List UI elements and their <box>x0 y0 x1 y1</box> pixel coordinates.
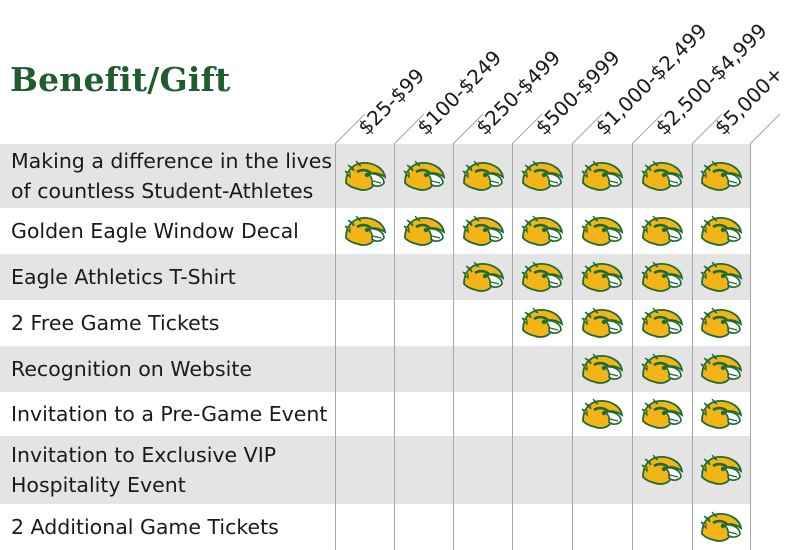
benefit-label: Making a difference in the lives <box>11 149 333 173</box>
golden-eagle-icon <box>580 260 624 294</box>
benefit-row: 2 Free Game Tickets <box>0 300 750 346</box>
golden-eagle-icon <box>699 510 743 544</box>
golden-eagle-icon <box>640 352 684 386</box>
golden-eagle-icon <box>640 260 684 294</box>
column-divider <box>394 144 395 550</box>
golden-eagle-icon <box>699 260 743 294</box>
golden-eagle-icon <box>640 397 684 431</box>
header-divider <box>334 113 366 145</box>
benefit-row: Recognition on Website <box>0 346 750 392</box>
golden-eagle-icon <box>520 306 564 340</box>
golden-eagle-icon <box>699 159 743 193</box>
golden-eagle-icon <box>343 214 387 248</box>
golden-eagle-icon <box>699 306 743 340</box>
header-divider <box>393 113 425 145</box>
benefit-label: Eagle Athletics T-Shirt <box>11 265 236 289</box>
tier-header: $25-$99$100-$249$250-$499$500-$999$1,000… <box>334 18 788 145</box>
header-divider <box>511 113 543 145</box>
benefit-row: Invitation to a Pre-Game Event <box>0 392 750 436</box>
benefit-label: 2 Free Game Tickets <box>11 311 220 335</box>
golden-eagle-icon <box>699 397 743 431</box>
benefit-label: Invitation to a Pre-Game Event <box>11 402 328 426</box>
golden-eagle-icon <box>640 159 684 193</box>
golden-eagle-icon <box>699 453 743 487</box>
benefit-row: Eagle Athletics T-Shirt <box>0 254 750 300</box>
golden-eagle-icon <box>640 214 684 248</box>
benefit-row: Making a difference in the lives of count… <box>0 144 750 208</box>
golden-eagle-icon <box>461 159 505 193</box>
column-divider <box>512 144 513 550</box>
header-divider <box>631 113 663 145</box>
column-divider <box>335 144 336 550</box>
page-title: Benefit/Gift <box>10 60 231 99</box>
golden-eagle-icon <box>580 214 624 248</box>
golden-eagle-icon <box>461 214 505 248</box>
golden-eagle-icon <box>580 352 624 386</box>
benefit-label: Recognition on Website <box>11 357 253 381</box>
golden-eagle-icon <box>640 306 684 340</box>
golden-eagle-icon <box>580 306 624 340</box>
golden-eagle-icon <box>580 159 624 193</box>
benefit-label: Golden Eagle Window Decal <box>11 219 299 243</box>
column-divider <box>572 144 573 550</box>
benefit-row: 2 Additional Game Tickets <box>0 504 750 550</box>
golden-eagle-icon <box>520 214 564 248</box>
golden-eagle-icon <box>343 159 387 193</box>
benefit-row: Invitation to Exclusive VIP Hospitality E… <box>0 436 750 504</box>
golden-eagle-icon <box>402 159 446 193</box>
column-divider <box>453 144 454 550</box>
benefit-label: Invitation to Exclusive VIP <box>11 443 277 467</box>
column-divider <box>632 144 633 550</box>
header-divider <box>571 113 603 145</box>
column-divider <box>692 144 693 550</box>
golden-eagle-icon <box>640 453 684 487</box>
benefit-row: Golden Eagle Window Decal <box>0 208 750 254</box>
golden-eagle-icon <box>580 397 624 431</box>
column-divider <box>750 144 751 550</box>
golden-eagle-icon <box>402 214 446 248</box>
benefit-label: Hospitality Event <box>11 473 186 497</box>
benefit-label: of countless Student-Athletes <box>11 179 314 203</box>
golden-eagle-icon <box>520 260 564 294</box>
header-divider <box>691 113 723 145</box>
benefit-label: 2 Additional Game Tickets <box>11 515 279 539</box>
header-divider <box>749 113 781 145</box>
golden-eagle-icon <box>461 260 505 294</box>
golden-eagle-icon <box>699 352 743 386</box>
header-divider <box>452 113 484 145</box>
golden-eagle-icon <box>520 159 564 193</box>
golden-eagle-icon <box>699 214 743 248</box>
